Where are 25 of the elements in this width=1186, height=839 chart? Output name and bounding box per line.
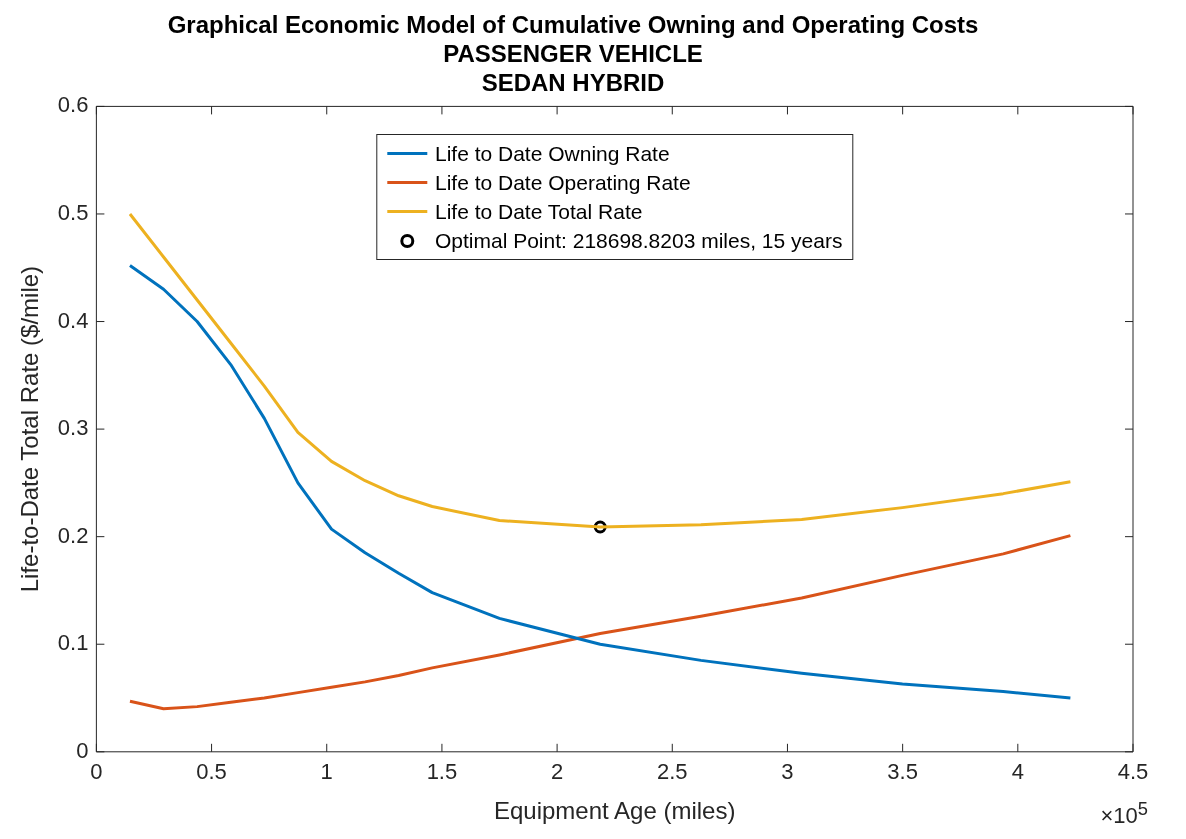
x-tick-label: 4 [1011,759,1024,785]
y-tick-label: 0.1 [57,630,89,656]
x-axis-title: Equipment Age (miles) [493,797,736,825]
x-tick-label: 2.5 [656,759,688,785]
y-tick-label: 0.3 [57,415,89,441]
text: ×10$^{5}$ [1100,797,1148,829]
chart-subtitle: PASSENGER VEHICLE SEDAN HYBRID [443,39,703,96]
x-tick-label: 3.5 [887,759,918,785]
y-tick-label: 0.5 [57,200,89,226]
y-tick-label: 0.6 [57,92,89,118]
y-axis-title: Life-to-Date Total Rate ($/mile) [16,265,44,593]
x-tick-label: 1 [320,759,333,785]
legend-label: Life to Date Operating Rate [434,170,691,195]
x-tick-label: 1.5 [426,759,458,785]
y-tick-label: 0.2 [57,522,89,548]
x-tick-label: 4.5 [1117,759,1149,785]
legend-label: Life to Date Total Rate [434,199,643,224]
legend-label: Life to Date Owning Rate [434,141,670,166]
y-tick-label: 0.4 [57,307,89,333]
legend-label: Optimal Point: 218698.8203 miles, 15 years [434,228,843,253]
x-tick-label: 0.5 [196,759,227,785]
y-tick-label: 0 [76,737,89,763]
x-tick-label: 3 [781,759,794,785]
x-tick-label: 2 [550,759,564,785]
chart-title: Graphical Economic Model of Cumulative Owning and Operating Costs [167,11,979,39]
